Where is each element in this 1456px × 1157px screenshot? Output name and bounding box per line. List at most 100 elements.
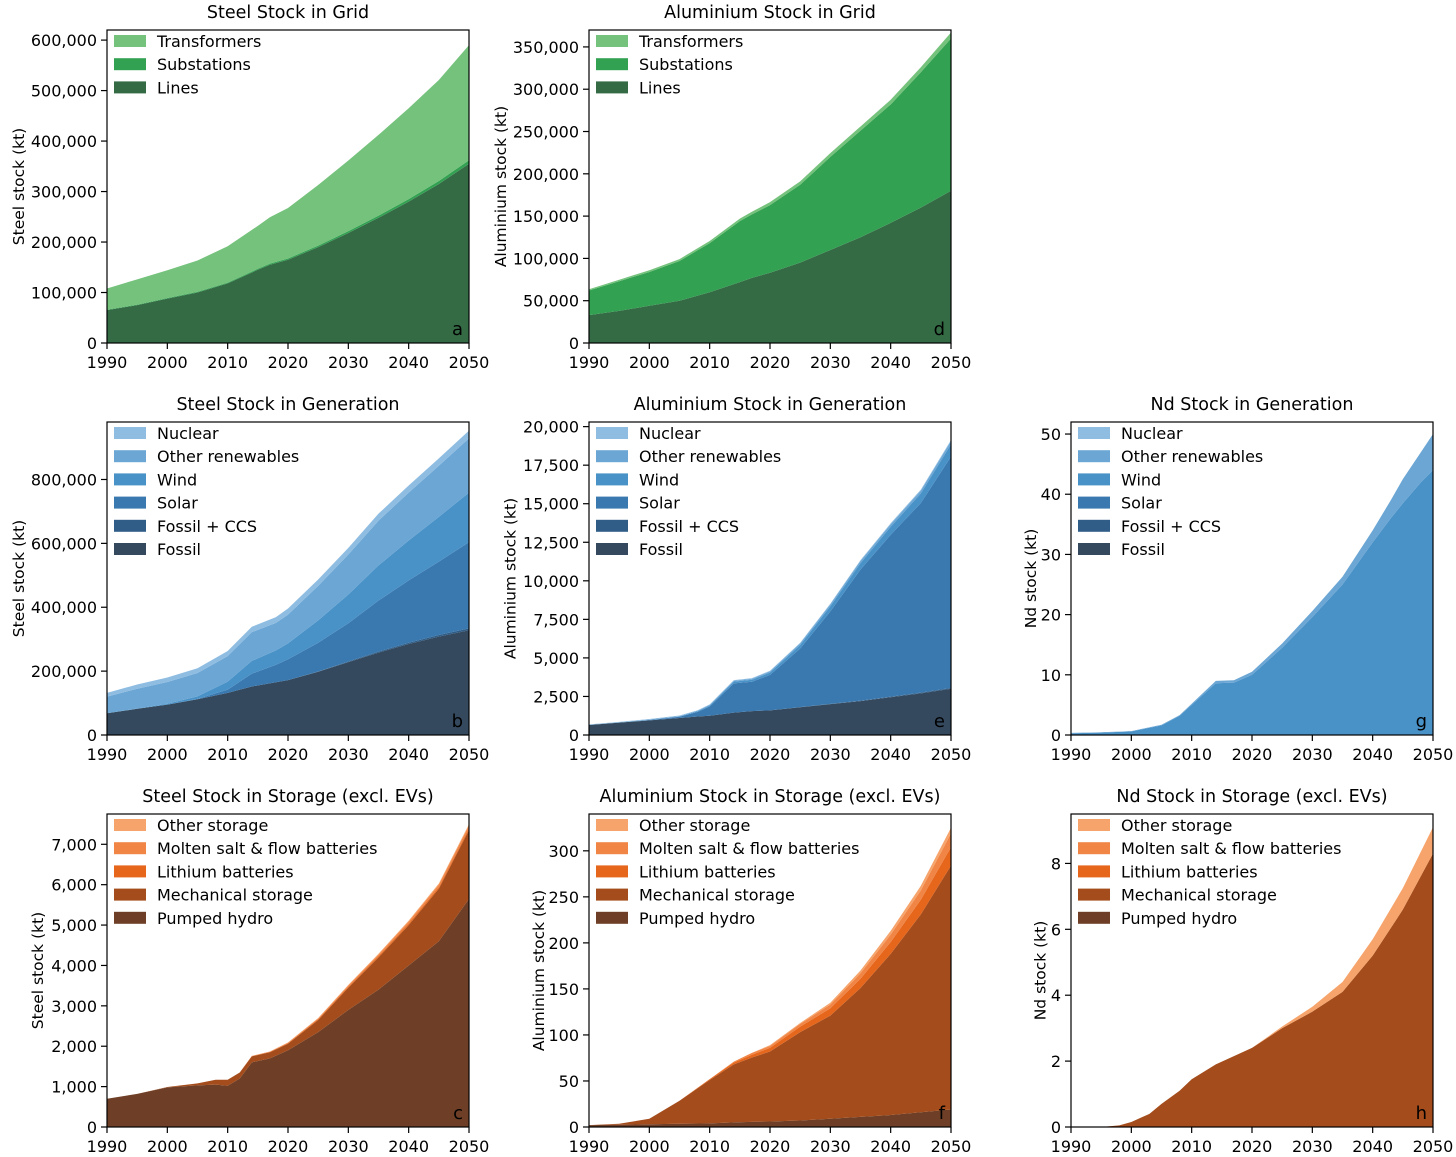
legend-label: Other renewables <box>639 447 781 466</box>
x-tick-label: 2040 <box>870 353 911 372</box>
x-tick-label: 2010 <box>207 353 248 372</box>
y-tick-label: 17,500 <box>523 456 579 475</box>
legend-swatch <box>596 58 628 71</box>
x-tick-label: 2030 <box>810 353 851 372</box>
legend-label: Lithium batteries <box>639 862 776 881</box>
y-tick-label: 200,000 <box>31 662 97 681</box>
y-tick-label: 0 <box>569 334 579 353</box>
legend-swatch <box>596 450 628 463</box>
legend-swatch <box>1078 543 1110 555</box>
x-tick-label: 2000 <box>629 1137 670 1156</box>
area-lines <box>589 190 951 343</box>
chart-title: Aluminium Stock in Storage (excl. EVs) <box>600 787 941 807</box>
y-tick-label: 3,000 <box>51 997 97 1016</box>
legend-label: Solar <box>639 494 680 513</box>
y-tick-label: 30 <box>1041 545 1061 564</box>
x-tick-label: 2000 <box>147 1137 188 1156</box>
x-tick-label: 1990 <box>569 745 610 764</box>
chart-title: Aluminium Stock in Generation <box>634 395 907 415</box>
chart-panel-c: 1990 2000 2010 2020 2030 2040 2050 0 1,000 2,000 3… <box>29 787 489 1156</box>
area-lines <box>107 163 469 343</box>
x-tick-label: 1990 <box>87 1137 128 1156</box>
legend-label: Molten salt & flow batteries <box>1121 839 1341 858</box>
legend-label: Fossil <box>157 540 201 559</box>
legend-label: Molten salt & flow batteries <box>639 839 859 858</box>
legend-label: Other renewables <box>157 447 299 466</box>
panel-letter: h <box>1416 1103 1427 1124</box>
x-tick-label: 2030 <box>328 353 369 372</box>
y-tick-label: 200,000 <box>31 233 97 252</box>
legend-label: Wind <box>639 470 679 489</box>
panel-letter: e <box>934 711 945 732</box>
legend-swatch <box>1078 819 1110 831</box>
legend-swatch <box>114 450 146 463</box>
panel-letter: f <box>939 1103 946 1124</box>
y-tick-label: 6 <box>1051 920 1061 939</box>
x-tick-label: 1990 <box>1051 1137 1092 1156</box>
chart-panel-h: 1990 2000 2010 2020 2030 2040 2050 0 2 4 6 8 Nd Stoc… <box>1031 787 1453 1156</box>
y-tick-label: 12,500 <box>523 533 579 552</box>
y-tick-label: 0 <box>569 1118 579 1137</box>
legend-swatch <box>596 519 628 532</box>
y-tick-label: 2,000 <box>51 1037 97 1056</box>
legend-label: Substations <box>639 55 733 74</box>
legend-swatch <box>114 35 146 47</box>
x-tick-label: 2010 <box>1171 1137 1212 1156</box>
x-tick-label: 2020 <box>750 745 791 764</box>
legend-swatch <box>596 496 628 509</box>
legend-label: Wind <box>157 470 197 489</box>
x-tick-label: 2040 <box>870 1137 911 1156</box>
y-axis-label: Nd stock (kt) <box>1031 921 1049 1021</box>
x-tick-label: 2050 <box>449 1137 490 1156</box>
y-tick-label: 50 <box>1041 425 1061 444</box>
y-tick-label: 0 <box>87 726 97 745</box>
area-other-renewables <box>1071 434 1433 734</box>
chart-title: Nd Stock in Generation <box>1151 395 1354 415</box>
y-axis-label: Steel stock (kt) <box>10 128 28 245</box>
x-tick-label: 2020 <box>1232 1137 1273 1156</box>
y-tick-label: 350,000 <box>513 38 579 57</box>
legend-label: Lines <box>157 78 199 97</box>
legend-swatch <box>114 58 146 71</box>
y-tick-label: 200 <box>548 934 579 953</box>
x-tick-label: 2020 <box>1232 745 1273 764</box>
x-tick-label: 2040 <box>1352 745 1393 764</box>
legend-swatch <box>114 819 146 831</box>
legend-label: Pumped hydro <box>639 909 755 928</box>
legend-label: Mechanical storage <box>157 886 313 905</box>
chart-panel-e: 1990 2000 2010 2020 2030 2040 2050 0 2,500 5,000 7… <box>501 395 971 764</box>
area-solar <box>107 542 469 714</box>
y-tick-label: 250,000 <box>513 123 579 142</box>
y-tick-label: 200,000 <box>513 165 579 184</box>
y-tick-label: 600,000 <box>31 31 97 50</box>
legend-swatch <box>114 473 146 486</box>
y-tick-label: 2 <box>1051 1052 1061 1071</box>
x-tick-label: 2020 <box>268 1137 309 1156</box>
area-mechanical-storage <box>1071 853 1433 1127</box>
legend-swatch <box>114 888 146 901</box>
y-tick-label: 300,000 <box>31 183 97 202</box>
x-tick-label: 2020 <box>750 1137 791 1156</box>
y-tick-label: 20 <box>1041 606 1061 625</box>
legend-swatch <box>1078 865 1110 878</box>
y-tick-label: 5,000 <box>51 916 97 935</box>
area-substations <box>589 38 951 316</box>
y-tick-label: 0 <box>87 1118 97 1137</box>
legend-label: Nuclear <box>157 424 219 443</box>
x-tick-label: 2000 <box>629 353 670 372</box>
legend-swatch <box>596 543 628 555</box>
y-axis-label: Aluminium stock (kt) <box>501 498 519 659</box>
legend-swatch <box>114 842 146 855</box>
y-tick-label: 100,000 <box>513 249 579 268</box>
x-tick-label: 2010 <box>689 745 730 764</box>
area-fossil-ccs <box>107 628 469 714</box>
legend-swatch <box>596 911 628 924</box>
legend-swatch <box>114 81 146 94</box>
legend-swatch <box>1078 911 1110 924</box>
x-tick-label: 2010 <box>207 745 248 764</box>
area-pumped-hydro <box>107 898 469 1127</box>
chart-title: Steel Stock in Generation <box>176 395 399 415</box>
legend-swatch <box>596 35 628 47</box>
legend-label: Molten salt & flow batteries <box>157 839 377 858</box>
legend-swatch <box>114 865 146 878</box>
